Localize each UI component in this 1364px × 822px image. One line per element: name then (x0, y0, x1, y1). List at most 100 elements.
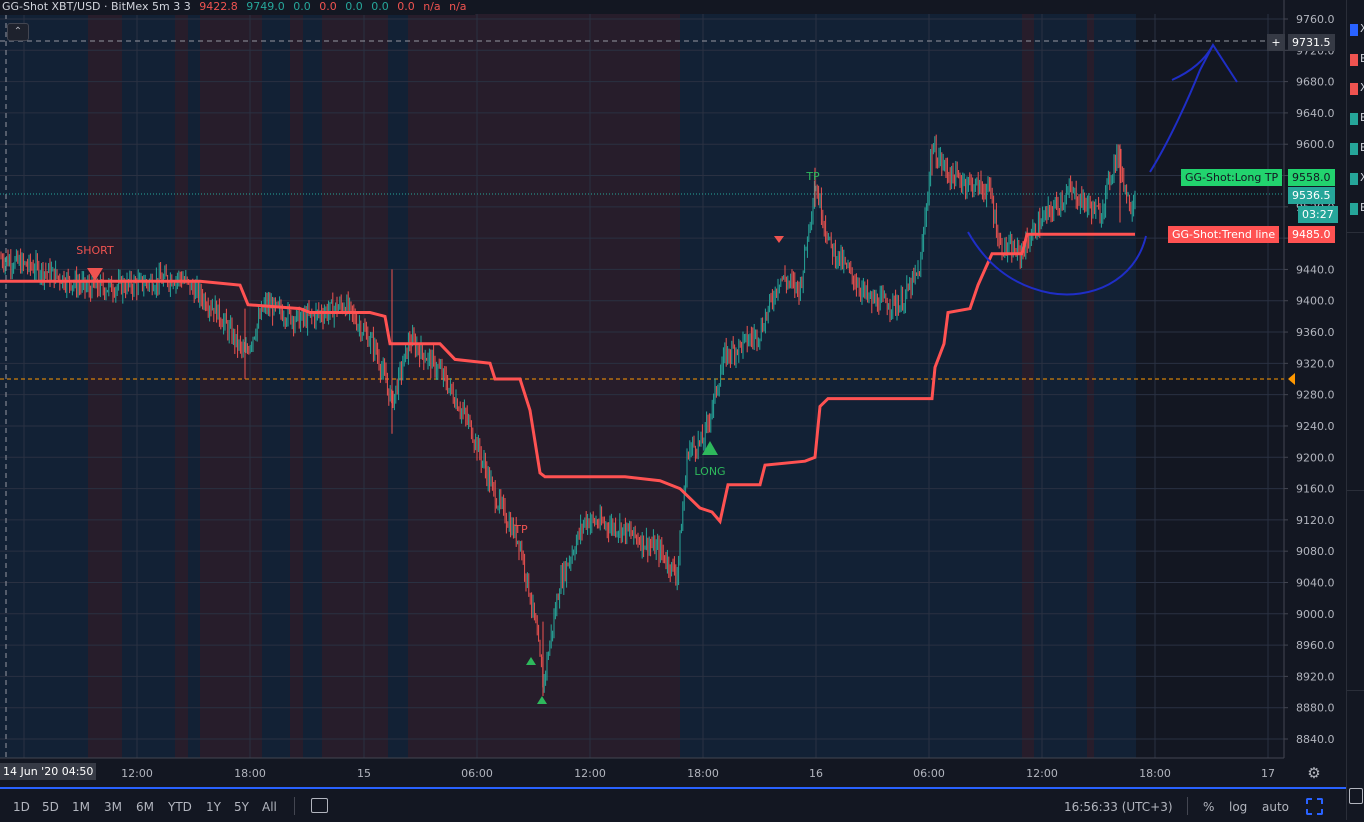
time-tick-label: 17 (1261, 767, 1275, 780)
price-tick-label: 9040.0 (1296, 576, 1335, 589)
session-band (322, 14, 388, 758)
price-tick-label: 9200.0 (1296, 451, 1335, 464)
range-6m-button[interactable]: 6M (136, 800, 154, 814)
session-band (188, 14, 200, 758)
price-tick-label: 9160.0 (1296, 483, 1335, 496)
price-tick-label: 9000.0 (1296, 608, 1335, 621)
panel-icon[interactable] (1349, 788, 1363, 804)
watchlist-item[interactable]: B (1347, 201, 1364, 217)
time-tick-label: 06:00 (913, 767, 945, 780)
compare-icon[interactable] (311, 798, 328, 813)
drawing-curve (967, 231, 1147, 296)
time-tick-label: 18:00 (687, 767, 719, 780)
price-tick-label: 9320.0 (1296, 357, 1335, 370)
long-label: LONG (694, 465, 725, 478)
tp-label-short: TP (513, 523, 528, 536)
session-band (122, 14, 175, 758)
separator (1187, 797, 1188, 815)
fullscreen-icon[interactable] (1306, 798, 1323, 815)
chart-area[interactable]: 9760.09720.09680.09640.09600.09560.09520… (0, 0, 1346, 786)
legend-value: 0.0 (319, 0, 337, 13)
time-axis-background (0, 758, 1346, 786)
tp-label-long: TP (805, 170, 820, 183)
price-tick-label: 9080.0 (1296, 545, 1335, 558)
last-price-label: 9536.5 (1288, 187, 1335, 204)
session-band (88, 14, 122, 758)
watchlist-item[interactable]: B (1347, 141, 1364, 157)
time-tick-label: 15 (357, 767, 371, 780)
watchlist-item[interactable]: X (1347, 81, 1364, 97)
legend-value: 0.0 (397, 0, 415, 13)
buy-marker-icon (526, 657, 536, 665)
price-tick-label: 9400.0 (1296, 295, 1335, 308)
session-band (290, 14, 303, 758)
time-tick-label: 12:00 (574, 767, 606, 780)
price-tick-label: 9600.0 (1296, 138, 1335, 151)
chart-settings-gear-icon[interactable]: ⚙ (1307, 764, 1321, 782)
price-tick-label: 9760.0 (1296, 13, 1335, 26)
log-scale-button[interactable]: log (1229, 800, 1248, 814)
price-tick-label: 8920.0 (1296, 670, 1335, 683)
bar-countdown: 03:27 (1298, 206, 1338, 223)
session-band (680, 14, 1022, 758)
legend-value: 0.0 (293, 0, 311, 13)
watchlist-item[interactable]: X (1347, 171, 1364, 187)
buy-marker-icon (537, 696, 547, 704)
time-tick-label: 18:00 (1139, 767, 1171, 780)
watchlist-item[interactable]: B (1347, 52, 1364, 68)
auto-scale-button[interactable]: auto (1262, 800, 1290, 814)
range-ytd-button[interactable]: YTD (168, 800, 192, 814)
range-1m-button[interactable]: 1M (72, 800, 90, 814)
range-5y-button[interactable]: 5Y (234, 800, 249, 814)
legend-symbol: GG-Shot XBT/USD · BitMex 5m 3 3 (2, 0, 191, 13)
price-tick-label: 8960.0 (1296, 639, 1335, 652)
session-band (303, 14, 322, 758)
price-chart[interactable]: 9760.09720.09680.09640.09600.09560.09520… (0, 0, 1346, 786)
alert-marker-icon (1288, 373, 1295, 385)
legend-value: n/a (423, 0, 441, 13)
range-1y-button[interactable]: 1Y (206, 800, 221, 814)
price-tick-label: 9640.0 (1296, 107, 1335, 120)
legend-value: 9422.8 (199, 0, 238, 13)
legend-value: n/a (449, 0, 467, 13)
clock-time[interactable]: 16:56:33 (UTC+3) (1064, 800, 1173, 814)
session-band (408, 14, 680, 758)
price-tick-label: 8840.0 (1296, 733, 1335, 746)
crosshair-plus-icon[interactable]: + (1267, 34, 1285, 51)
session-band (200, 14, 262, 758)
percent-scale-button[interactable]: % (1203, 800, 1215, 814)
session-band (262, 14, 290, 758)
trend-line-tag: GG-Shot:Trend line (1168, 226, 1280, 243)
price-tick-label: 9240.0 (1296, 420, 1335, 433)
legend-value: 0.0 (345, 0, 363, 13)
session-band (1136, 14, 1284, 758)
series-legend: GG-Shot XBT/USD · BitMex 5m 3 3 9422.8 9… (0, 0, 475, 15)
trend-line-price: 9485.0 (1288, 226, 1335, 243)
price-tick-label: 9280.0 (1296, 389, 1335, 402)
watchlist-panel[interactable]: X B X B B X B (1346, 0, 1364, 820)
drawing-arrow (1149, 43, 1238, 173)
session-band (0, 14, 88, 758)
collapse-legend-button[interactable]: ⌃ (7, 23, 29, 41)
time-tick-label: 16 (809, 767, 823, 780)
long-signal-icon (702, 441, 718, 455)
long-tp-price: 9558.0 (1288, 169, 1335, 186)
time-tick-label: 12:00 (121, 767, 153, 780)
range-5d-button[interactable]: 5D (42, 800, 59, 814)
range-1d-button[interactable]: 1D (13, 800, 30, 814)
range-3m-button[interactable]: 3M (104, 800, 122, 814)
short-label: SHORT (76, 244, 114, 257)
price-tick-label: 9680.0 (1296, 76, 1335, 89)
session-band (388, 14, 408, 758)
panel-divider (1347, 232, 1364, 233)
watchlist-item[interactable]: X (1347, 22, 1364, 38)
time-tick-label: 18:00 (234, 767, 266, 780)
panel-divider (1347, 690, 1364, 691)
trend-line (0, 232, 1135, 525)
session-band (1094, 14, 1136, 758)
time-tick-label: 06:00 (461, 767, 493, 780)
watchlist-item[interactable]: B (1347, 111, 1364, 127)
candles-group (0, 134, 1136, 696)
session-band (1034, 14, 1087, 758)
range-all-button[interactable]: All (262, 800, 277, 814)
